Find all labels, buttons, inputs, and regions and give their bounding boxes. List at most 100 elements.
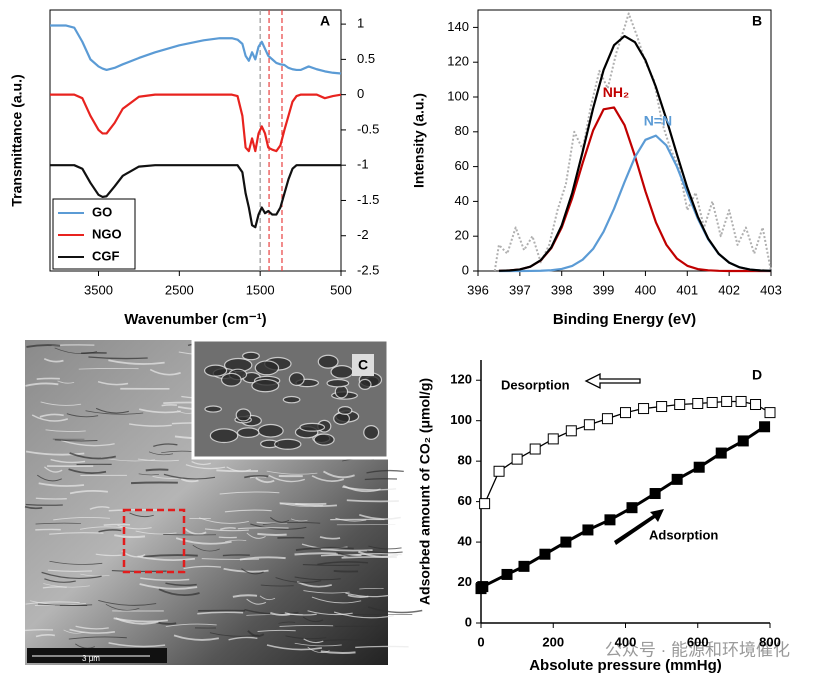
inset-cell bbox=[255, 361, 278, 375]
point-marker bbox=[738, 436, 748, 446]
inset-cell bbox=[222, 373, 242, 386]
panel-label: C bbox=[358, 357, 368, 373]
inset-cell bbox=[237, 428, 258, 438]
point-marker bbox=[650, 489, 660, 499]
sem-flake bbox=[257, 534, 286, 535]
sem-flake bbox=[334, 571, 358, 572]
series-label: Adsorption bbox=[649, 527, 718, 542]
y-tick-label: 120 bbox=[450, 372, 472, 387]
panel-label: B bbox=[752, 13, 762, 29]
inset-cell bbox=[335, 386, 347, 398]
inset-cell bbox=[283, 397, 300, 403]
y-tick-label: -1.5 bbox=[357, 192, 379, 207]
y-tick-label: 40 bbox=[458, 534, 472, 549]
x-tick-label: 800 bbox=[759, 634, 781, 649]
series-label: Desorption bbox=[501, 377, 570, 392]
y-tick-label: 100 bbox=[450, 412, 472, 427]
y-tick-label: 20 bbox=[458, 574, 472, 589]
sem-flake bbox=[223, 555, 250, 556]
x-axis-title: Wavenumber (cm⁻¹) bbox=[124, 311, 266, 328]
panel-label: A bbox=[320, 13, 330, 29]
y-tick-label: 60 bbox=[455, 158, 469, 173]
point-marker bbox=[707, 397, 717, 407]
sem-flake bbox=[36, 498, 67, 499]
point-marker bbox=[716, 448, 726, 458]
point-marker bbox=[548, 434, 558, 444]
point-marker bbox=[751, 400, 761, 410]
legend-label: NGO bbox=[92, 226, 122, 241]
x-tick-label: 399 bbox=[593, 282, 615, 297]
x-axis-title: Binding Energy (eV) bbox=[553, 311, 696, 328]
legend-label: CGF bbox=[92, 248, 120, 263]
inset-cell bbox=[275, 439, 301, 449]
inset-cell bbox=[359, 379, 371, 389]
series-label: NH₂ bbox=[603, 84, 629, 100]
y-tick-label: 100 bbox=[447, 88, 469, 103]
sem-flake bbox=[37, 378, 60, 379]
point-marker bbox=[478, 582, 488, 592]
x-tick-label: 400 bbox=[615, 634, 637, 649]
sem-panel: C 3 μm bbox=[25, 340, 422, 665]
y-tick-label: 80 bbox=[458, 453, 472, 468]
point-marker bbox=[693, 398, 703, 408]
sem-flake bbox=[146, 469, 169, 470]
inset-cell bbox=[243, 352, 260, 359]
series-line bbox=[50, 95, 341, 151]
inset-cell bbox=[252, 379, 279, 391]
y-axis-title: Intensity (a.u.) bbox=[411, 93, 427, 188]
x-tick-label: 396 bbox=[467, 282, 489, 297]
sem-flake bbox=[26, 505, 63, 506]
point-marker bbox=[602, 414, 612, 424]
inset-cell bbox=[289, 373, 304, 386]
y-tick-label: 0 bbox=[357, 86, 364, 101]
desorption-arrow bbox=[586, 374, 640, 388]
series-line bbox=[499, 136, 771, 271]
x-tick-label: 500 bbox=[330, 282, 352, 297]
sem-flake bbox=[342, 557, 397, 558]
x-tick-label: 2500 bbox=[165, 282, 194, 297]
x-tick-label: 0 bbox=[477, 634, 484, 649]
y-tick-label: -1 bbox=[357, 157, 369, 172]
scale-bar-label: 3 μm bbox=[82, 654, 100, 663]
inset-cell bbox=[364, 426, 379, 440]
series-line bbox=[499, 107, 771, 271]
point-marker bbox=[765, 408, 775, 418]
y-tick-label: 140 bbox=[447, 19, 469, 34]
sem-flake bbox=[25, 630, 53, 631]
x-tick-label: 600 bbox=[687, 634, 709, 649]
y-tick-label: 1 bbox=[357, 16, 364, 31]
series-label: N=N bbox=[644, 112, 672, 128]
point-marker bbox=[675, 400, 685, 410]
point-marker bbox=[605, 515, 615, 525]
x-tick-label: 3500 bbox=[84, 282, 113, 297]
sem-flake bbox=[131, 482, 178, 483]
point-marker bbox=[584, 420, 594, 430]
x-tick-label: 398 bbox=[551, 282, 573, 297]
point-marker bbox=[722, 396, 732, 406]
y-tick-label: -2.5 bbox=[357, 262, 379, 277]
point-marker bbox=[760, 422, 770, 432]
point-marker bbox=[512, 454, 522, 464]
point-marker bbox=[694, 462, 704, 472]
point-marker bbox=[540, 549, 550, 559]
point-marker bbox=[519, 561, 529, 571]
x-tick-label: 400 bbox=[635, 282, 657, 297]
y-tick-label: 0 bbox=[465, 614, 472, 629]
inset-cell bbox=[338, 407, 352, 415]
x-tick-label: 403 bbox=[760, 282, 782, 297]
inset-cell bbox=[205, 365, 227, 376]
x-tick-label: 200 bbox=[542, 634, 564, 649]
series-line bbox=[495, 13, 771, 271]
point-marker bbox=[561, 537, 571, 547]
inset-cell bbox=[327, 379, 349, 386]
inset-cell bbox=[236, 409, 250, 421]
sem-flake bbox=[104, 524, 130, 525]
series-line bbox=[50, 26, 341, 74]
y-axis-title: Transmittance (a.u.) bbox=[9, 74, 25, 206]
point-marker bbox=[494, 466, 504, 476]
inset-cell bbox=[314, 434, 334, 445]
inset-cell bbox=[205, 406, 221, 412]
x-tick-label: 397 bbox=[509, 282, 531, 297]
y-tick-label: 0 bbox=[462, 262, 469, 277]
